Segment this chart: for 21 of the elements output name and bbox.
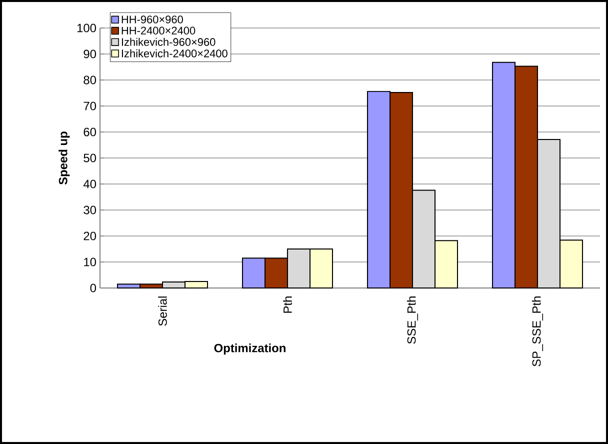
legend-label: HH-960×960 (122, 16, 183, 24)
y-axis-title: Speed up (58, 132, 70, 185)
y-tick-label: 30 (84, 206, 96, 214)
legend-label: Izhikevich-960×960 (122, 38, 216, 46)
y-tick-label: 20 (84, 232, 96, 240)
x-axis-title: Optimization (214, 344, 286, 355)
y-tick-label: 70 (84, 102, 96, 110)
y-tick-label: 0 (90, 284, 96, 292)
y-tick-label: 100 (77, 24, 96, 32)
legend-label: HH-2400×2400 (122, 26, 196, 34)
y-tick-label: 40 (83, 180, 96, 188)
y-tick-label: 60 (84, 128, 96, 136)
y-tick-label: 10 (84, 258, 96, 266)
x-tick-label: Serial (158, 296, 167, 326)
y-tick-label: 50 (84, 154, 96, 162)
x-tick-label: SSE_Pth (406, 296, 418, 344)
y-tick-label: 80 (84, 76, 96, 84)
y-tick-label: 90 (84, 50, 96, 58)
x-tick-label: Pth (283, 296, 292, 313)
legend-label: Izhikevich-2400×2400 (122, 49, 228, 58)
x-tick-label: SP_SSE_Pth (532, 296, 544, 366)
